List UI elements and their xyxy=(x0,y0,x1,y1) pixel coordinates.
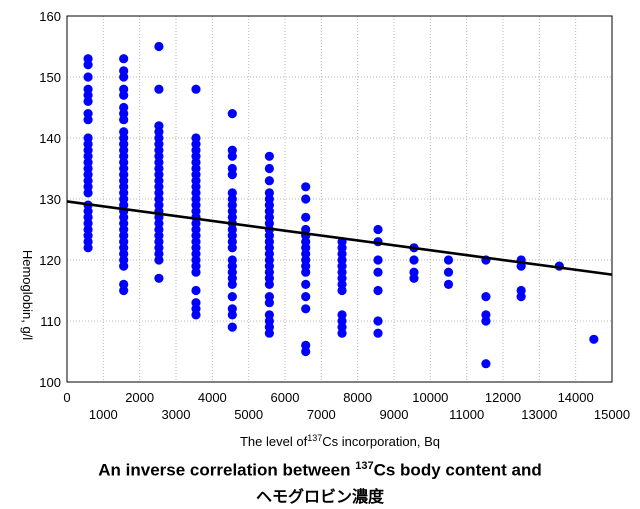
y-tick-label: 160 xyxy=(39,9,61,24)
data-point xyxy=(264,151,274,161)
x-tick-label: 3000 xyxy=(162,407,191,422)
y-tick-label: 130 xyxy=(39,192,61,207)
x-tick-label: 15000 xyxy=(594,407,630,422)
data-point xyxy=(227,170,237,180)
x-tick-label: 14000 xyxy=(558,390,594,405)
data-point xyxy=(373,285,383,296)
data-point xyxy=(154,41,164,52)
data-point xyxy=(301,267,311,277)
data-point xyxy=(301,304,311,314)
x-tick-label: 7000 xyxy=(307,407,336,422)
data-point xyxy=(227,279,237,289)
data-point xyxy=(373,267,383,277)
data-point xyxy=(154,255,164,265)
data-point xyxy=(301,212,311,222)
data-point xyxy=(83,60,93,70)
x-tick-label: 4000 xyxy=(198,390,227,405)
data-point xyxy=(373,255,383,265)
data-point xyxy=(191,267,201,277)
data-point xyxy=(301,346,311,357)
data-point xyxy=(191,84,201,94)
data-point xyxy=(481,292,491,302)
data-point xyxy=(227,292,237,302)
x-tick-label: 0 xyxy=(63,390,70,405)
data-points xyxy=(83,41,599,369)
data-point xyxy=(83,96,93,106)
plot-frame xyxy=(66,15,613,383)
caption-line-1: An inverse correlation between 137Cs bod… xyxy=(98,460,542,480)
data-point xyxy=(301,292,311,302)
data-point xyxy=(443,255,454,265)
data-point xyxy=(337,328,347,338)
trendline-group xyxy=(66,200,613,276)
data-point xyxy=(264,176,274,186)
x-tick-label: 11000 xyxy=(449,407,484,422)
data-point xyxy=(481,316,491,326)
data-point xyxy=(119,72,129,82)
data-point xyxy=(301,182,311,192)
data-point xyxy=(337,285,347,296)
data-point xyxy=(373,316,383,326)
data-point xyxy=(119,285,129,296)
data-point xyxy=(301,279,311,289)
data-point xyxy=(589,334,599,344)
data-point xyxy=(409,255,419,265)
x-tick-label: 13000 xyxy=(521,407,557,422)
data-point xyxy=(264,298,274,308)
caption-line-2: ヘモグロビン濃度 xyxy=(255,489,384,506)
data-point xyxy=(119,261,129,271)
data-point xyxy=(373,328,383,338)
data-point xyxy=(227,151,237,161)
data-point xyxy=(443,279,454,289)
data-point xyxy=(83,72,93,82)
data-point xyxy=(301,194,311,204)
y-tick-label: 150 xyxy=(39,70,61,85)
x-tick-label: 2000 xyxy=(125,390,154,405)
y-axis-title: Hemoglobin, g/l xyxy=(20,250,35,340)
scatter-chart: 0 2000 4000 6000 8000 10000 12000 14000 1000 3000… xyxy=(20,9,630,449)
x-tick-label: 1000 xyxy=(89,407,118,422)
x-tick-label: 8000 xyxy=(343,390,372,405)
data-point xyxy=(264,163,274,174)
x-tick-label: 5000 xyxy=(234,407,263,422)
data-point xyxy=(119,90,129,100)
y-tick-label: 120 xyxy=(39,253,61,268)
data-point xyxy=(227,310,237,320)
tick-labels: 0 2000 4000 6000 8000 10000 12000 14000 1000 3000… xyxy=(39,9,630,422)
data-point xyxy=(227,322,237,332)
data-point xyxy=(443,267,454,277)
x-tick-label: 12000 xyxy=(485,390,521,405)
data-point xyxy=(83,243,93,253)
trendline xyxy=(66,200,613,276)
data-point xyxy=(154,273,164,283)
x-axis-title: The level of137Cs incorporation, Bq xyxy=(240,433,440,449)
data-point xyxy=(373,224,383,235)
data-point xyxy=(83,115,93,125)
x-tick-label: 10000 xyxy=(412,390,448,405)
data-point xyxy=(227,243,237,253)
y-tick-label: 140 xyxy=(39,131,61,146)
y-tick-label: 100 xyxy=(39,375,61,390)
data-point xyxy=(191,285,201,296)
x-tick-label: 6000 xyxy=(271,390,300,405)
data-point xyxy=(119,54,129,64)
data-point xyxy=(227,109,237,119)
data-point xyxy=(264,279,274,289)
data-point xyxy=(154,84,164,94)
data-point xyxy=(516,292,526,302)
data-point xyxy=(191,310,201,320)
data-point xyxy=(119,115,129,125)
data-point xyxy=(83,188,93,198)
y-tick-label: 110 xyxy=(40,314,61,329)
data-point xyxy=(409,273,419,283)
data-point xyxy=(264,328,274,338)
data-point xyxy=(481,359,491,369)
x-tick-label: 9000 xyxy=(380,407,409,422)
